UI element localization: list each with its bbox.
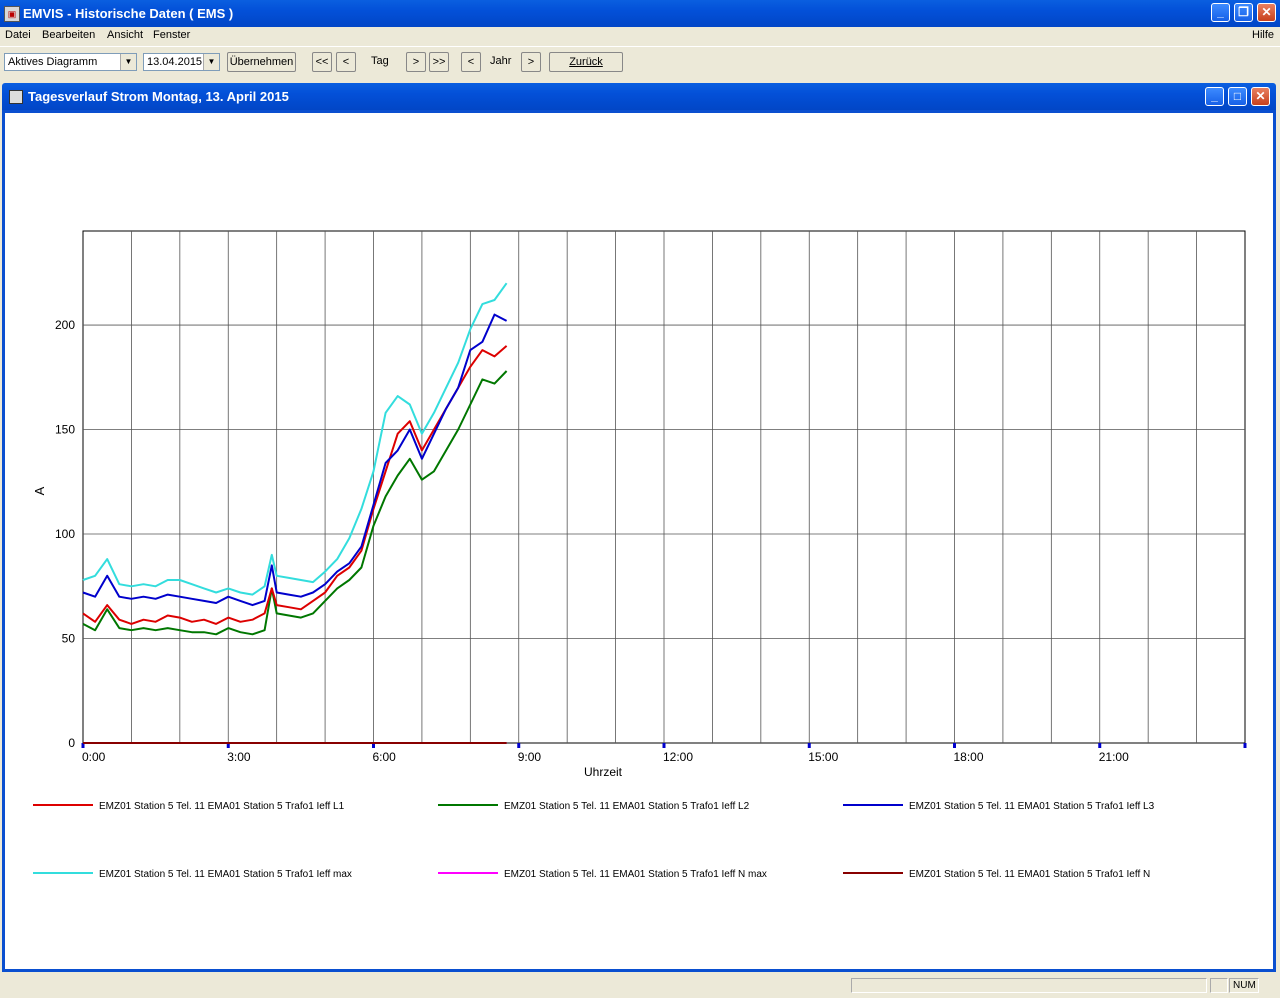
prev-day-button[interactable]: <	[336, 52, 356, 72]
x-tick-label: 9:00	[518, 750, 542, 764]
last-day-button[interactable]: >>	[429, 52, 449, 72]
legend-label: EMZ01 Station 5 Tel. 11 EMA01 Station 5 …	[504, 801, 750, 812]
x-tick-label: 0:00	[82, 750, 106, 764]
child-window-title: Tagesverlauf Strom Montag, 13. April 201…	[28, 89, 289, 104]
legend-label: EMZ01 Station 5 Tel. 11 EMA01 Station 5 …	[99, 801, 345, 812]
chart-window-body: 0 50 100 150 200 0:00 3:00 6:00 9:00 12:00 15:00 18…	[2, 110, 1276, 972]
first-day-button[interactable]: <<	[312, 52, 332, 72]
app-title: EMVIS - Historische Daten ( EMS )	[23, 6, 234, 21]
menu-bar: Datei Bearbeiten Ansicht Fenster Hilfe	[0, 27, 1280, 46]
series-line	[82, 370, 508, 636]
y-tick-label: 100	[55, 527, 75, 541]
child-window-title-bar: Tagesverlauf Strom Montag, 13. April 201…	[2, 83, 1276, 110]
date-picker[interactable]: 13.04.2015 ▼	[143, 53, 220, 71]
line-chart: 0 50 100 150 200 0:00 3:00 6:00 9:00 12:00 15:00 18…	[32, 230, 1247, 880]
legend-label: EMZ01 Station 5 Tel. 11 EMA01 Station 5 …	[99, 869, 352, 880]
x-tick-label: 15:00	[808, 750, 838, 764]
legend-label: EMZ01 Station 5 Tel. 11 EMA01 Station 5 …	[909, 869, 1150, 880]
series-line	[82, 345, 508, 625]
menu-ansicht[interactable]: Ansicht	[107, 29, 144, 41]
y-tick-label: 150	[55, 423, 75, 437]
x-tick-label: 12:00	[663, 750, 693, 764]
menu-hilfe[interactable]: Hilfe	[1252, 29, 1275, 41]
close-icon[interactable]: ✕	[1257, 3, 1276, 22]
child-maximize-icon[interactable]: □	[1228, 87, 1247, 106]
x-tick-label: 3:00	[227, 750, 251, 764]
prev-year-button[interactable]: <	[461, 52, 481, 72]
mdi-area: Tagesverlauf Strom Montag, 13. April 201…	[0, 80, 1280, 975]
menu-datei[interactable]: Datei	[5, 29, 31, 41]
minimize-icon[interactable]: _	[1211, 3, 1230, 22]
app-title-bar: ▣ EMVIS - Historische Daten ( EMS ) _ ❐ …	[0, 0, 1280, 27]
toolbar: Aktives Diagramm ▼ 13.04.2015 ▼ Übernehm…	[0, 46, 1280, 79]
menu-bearbeiten[interactable]: Bearbeiten	[42, 29, 96, 41]
x-axis-label: Uhrzeit	[584, 765, 623, 779]
year-label: Jahr	[490, 55, 512, 67]
next-day-button[interactable]: >	[406, 52, 426, 72]
app-icon: ▣	[4, 6, 20, 22]
y-tick-label: 50	[62, 632, 76, 646]
apply-button[interactable]: Übernehmen	[227, 52, 296, 72]
status-pane	[851, 978, 1207, 993]
y-axis-label: A	[32, 486, 47, 495]
y-tick-label: 0	[68, 736, 75, 750]
chart-icon	[9, 90, 23, 104]
num-lock-indicator: NUM	[1229, 978, 1259, 993]
status-pane-small	[1210, 978, 1228, 993]
restore-icon[interactable]: ❐	[1234, 3, 1253, 22]
x-tick-label: 18:00	[954, 750, 984, 764]
next-year-button[interactable]: >	[521, 52, 541, 72]
legend-label: EMZ01 Station 5 Tel. 11 EMA01 Station 5 …	[504, 869, 767, 880]
menu-fenster[interactable]: Fenster	[153, 29, 191, 41]
series-line	[82, 282, 508, 596]
day-label: Tag	[371, 55, 389, 67]
legend-label: EMZ01 Station 5 Tel. 11 EMA01 Station 5 …	[909, 801, 1155, 812]
diagram-select[interactable]: Aktives Diagramm ▼	[4, 53, 137, 71]
chevron-down-icon[interactable]: ▼	[120, 54, 136, 70]
diagram-select-value: Aktives Diagramm	[8, 56, 98, 68]
y-tick-label: 200	[55, 318, 75, 332]
date-value: 13.04.2015	[147, 56, 203, 68]
child-minimize-icon[interactable]: _	[1205, 87, 1224, 106]
back-button[interactable]: Zurück	[549, 52, 623, 72]
chevron-down-icon[interactable]: ▼	[203, 54, 219, 70]
child-close-icon[interactable]: ✕	[1251, 87, 1270, 106]
x-tick-label: 6:00	[373, 750, 397, 764]
status-bar: NUM	[0, 975, 1280, 998]
series-line	[82, 313, 508, 607]
x-tick-label: 21:00	[1099, 750, 1129, 764]
